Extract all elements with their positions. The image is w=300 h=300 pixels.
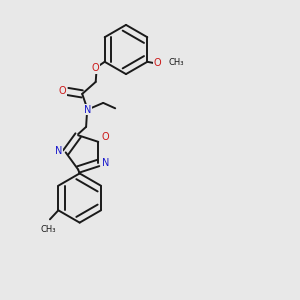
Text: N: N <box>55 146 62 156</box>
Text: O: O <box>58 86 66 96</box>
Text: CH₃: CH₃ <box>168 58 184 67</box>
Text: O: O <box>153 58 161 68</box>
Text: O: O <box>92 63 100 73</box>
Text: N: N <box>102 158 109 168</box>
Text: O: O <box>101 132 109 142</box>
Text: N: N <box>84 104 91 115</box>
Text: ─: ─ <box>168 58 172 67</box>
Text: CH₃: CH₃ <box>41 225 56 234</box>
